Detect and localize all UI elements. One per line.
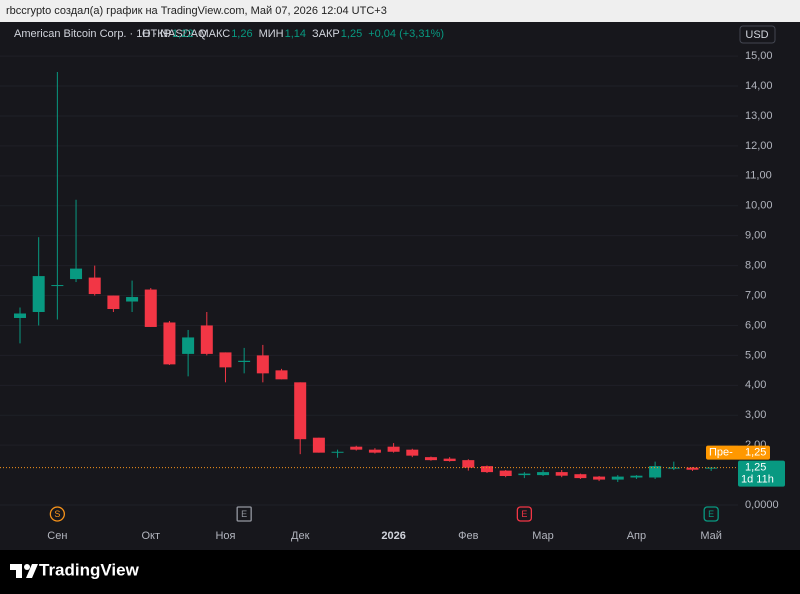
- event-icon: [703, 506, 719, 522]
- candle-body: [14, 313, 26, 318]
- y-tick-label: 7,00: [745, 289, 766, 301]
- event-label: E: [708, 509, 714, 519]
- event-label: E: [241, 509, 247, 519]
- candle-body: [312, 437, 325, 453]
- x-tick-label: Ноя: [215, 530, 235, 542]
- logo: TradingView: [10, 560, 140, 579]
- y-tick-label: 10,00: [745, 200, 773, 212]
- countdown: 1d 11h: [741, 474, 774, 486]
- x-tick-label: Окт: [141, 530, 160, 542]
- footer: TradingView: [0, 550, 800, 594]
- candle-body: [518, 473, 531, 476]
- event-icon: [49, 506, 66, 522]
- premarket-label: Пре-: [709, 447, 733, 459]
- y-tick-label: 9,00: [745, 230, 766, 242]
- event-label: E: [521, 509, 527, 519]
- logo-mark: [26, 564, 38, 578]
- x-tick-label: Апр: [627, 530, 646, 542]
- candle-body: [32, 276, 45, 312]
- y-tick-label: 4,00: [745, 379, 766, 391]
- candle-body: [238, 360, 251, 362]
- x-tick-label: Сен: [47, 530, 67, 542]
- candle-body: [406, 449, 419, 456]
- candle-body: [649, 466, 662, 478]
- legend-label: ЗАКР: [312, 28, 340, 40]
- candle-body: [574, 474, 587, 479]
- x-tick-label: Фев: [458, 530, 478, 542]
- event-icon: [516, 506, 533, 522]
- candle-body: [350, 446, 363, 450]
- y-tick-label: 14,00: [745, 80, 773, 92]
- x-tick-label: Мар: [532, 530, 554, 542]
- candle-body: [555, 472, 568, 476]
- event-icon: [236, 506, 252, 522]
- y-tick-label: 0,0000: [745, 499, 779, 511]
- legend-label: МИН: [259, 28, 284, 40]
- legend-value: 1,26: [231, 28, 252, 40]
- y-tick-label: 12,00: [745, 140, 773, 152]
- candle-body: [294, 382, 307, 440]
- header: rbccrypto создал(а) график на TradingVie…: [0, 0, 800, 22]
- candle-body: [107, 295, 120, 310]
- y-tick-label: 13,00: [745, 110, 773, 122]
- candle-body: [163, 322, 176, 365]
- candle-body: [256, 355, 269, 374]
- candle-body: [51, 285, 64, 287]
- legend-value: 1,22: [172, 28, 193, 40]
- y-tick-label: 15,00: [745, 50, 773, 62]
- candle-body: [462, 460, 475, 468]
- candle-body: [630, 475, 643, 478]
- candle-body: [144, 289, 157, 327]
- y-tick-label: 11,00: [745, 170, 772, 182]
- y-tick-label: 8,00: [745, 260, 766, 272]
- candle-body: [275, 370, 288, 380]
- candle-body: [126, 297, 139, 302]
- chart-title: American Bitcoin Corp. · 1Н · NASDAQ: [14, 28, 207, 40]
- legend-change: +0,04 (+3,31%): [368, 28, 444, 40]
- legend-value: 1,25: [341, 28, 362, 40]
- x-tick-label: Май: [700, 530, 722, 542]
- candle-body: [686, 467, 699, 470]
- y-tick-label: 6,00: [745, 319, 766, 331]
- candle-body: [70, 268, 83, 280]
- candle-body: [443, 458, 456, 462]
- candle-body: [200, 325, 213, 354]
- legend-label: МАКС: [199, 28, 230, 40]
- legend-value: 1,14: [285, 28, 306, 40]
- candle-body: [182, 337, 195, 354]
- candle-body: [88, 277, 101, 295]
- candle-body: [331, 451, 344, 453]
- candle-body: [667, 467, 680, 469]
- x-tick-label: Дек: [291, 530, 310, 542]
- candle-body: [593, 476, 606, 480]
- logo-text: TradingView: [39, 560, 140, 579]
- last-price-box: [738, 460, 785, 487]
- candle-body: [611, 476, 624, 480]
- logo-mark: [10, 564, 22, 578]
- candle-body: [537, 472, 550, 476]
- candle-body: [481, 466, 493, 473]
- legend-label: ОТКР: [142, 28, 171, 40]
- chart-background: [0, 22, 800, 550]
- event-label: S: [54, 509, 60, 519]
- candle-body: [387, 446, 400, 452]
- chart: American Bitcoin Corp. · 1Н · NASDAQ USD…: [0, 22, 800, 550]
- candle-body: [368, 449, 381, 453]
- currency: USD: [745, 29, 768, 41]
- premarket-box: [706, 445, 770, 460]
- candle-body: [424, 457, 437, 461]
- last-price-label: 1,25: [745, 462, 766, 474]
- currency-button[interactable]: [739, 25, 776, 44]
- candle-body: [219, 352, 232, 368]
- y-tick-label: 5,00: [745, 349, 766, 361]
- y-tick-label: 3,00: [745, 409, 766, 421]
- logo-mark: [24, 564, 30, 570]
- candle-body: [499, 470, 512, 476]
- x-tick-label: 2026: [381, 530, 405, 542]
- premarket-value: 1,25: [745, 447, 766, 459]
